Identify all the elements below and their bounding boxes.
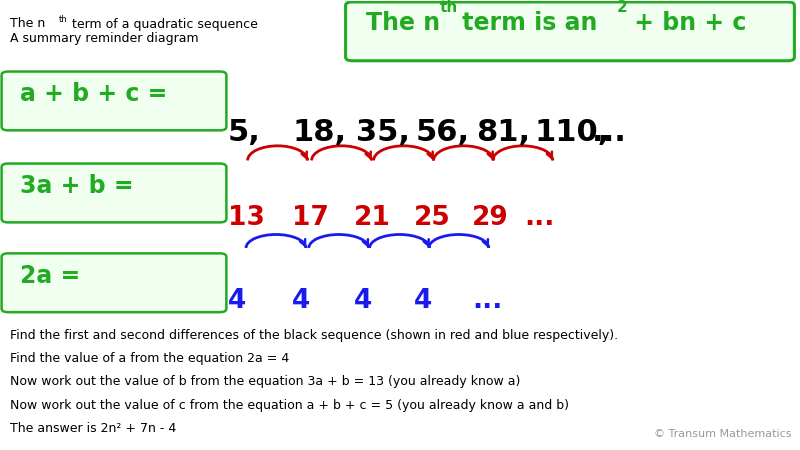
Text: Now work out the value of b from the equation 3a + b = 13 (you already know a): Now work out the value of b from the equ…	[10, 375, 520, 388]
Text: th: th	[440, 0, 458, 15]
Text: ...: ...	[472, 288, 502, 315]
FancyBboxPatch shape	[2, 72, 226, 130]
Text: Find the first and second differences of the black sequence (shown in red and bl: Find the first and second differences of…	[10, 329, 618, 342]
Text: 25: 25	[414, 205, 450, 231]
FancyBboxPatch shape	[346, 2, 794, 61]
Text: ...: ...	[524, 205, 554, 231]
Text: ...: ...	[592, 118, 627, 147]
Text: 4: 4	[228, 288, 246, 315]
Text: term of a quadratic sequence: term of a quadratic sequence	[68, 18, 258, 31]
Text: 35,: 35,	[356, 118, 410, 147]
FancyBboxPatch shape	[2, 253, 226, 312]
Text: 81,: 81,	[476, 118, 530, 147]
FancyBboxPatch shape	[2, 163, 226, 222]
Text: 17: 17	[292, 205, 329, 231]
Text: term is an: term is an	[454, 11, 598, 35]
Text: © Transum Mathematics: © Transum Mathematics	[654, 429, 792, 439]
Text: 29: 29	[472, 205, 509, 231]
Text: 5,: 5,	[228, 118, 261, 147]
Text: 2a =: 2a =	[20, 264, 80, 288]
Text: 56,: 56,	[416, 118, 470, 147]
Text: 13: 13	[228, 205, 265, 231]
Text: The n: The n	[10, 17, 45, 30]
Text: The n: The n	[366, 11, 441, 35]
Text: The answer is 2n² + 7n - 4: The answer is 2n² + 7n - 4	[10, 422, 176, 435]
Text: 18,: 18,	[292, 118, 346, 147]
Text: 4: 4	[354, 288, 372, 315]
Text: 21: 21	[354, 205, 390, 231]
Text: 2: 2	[617, 0, 627, 15]
Text: 4: 4	[292, 288, 310, 315]
Text: 4: 4	[414, 288, 432, 315]
Text: Now work out the value of c from the equation a + b + c = 5 (you already know a : Now work out the value of c from the equ…	[10, 399, 569, 412]
Text: Find the value of a from the equation 2a = 4: Find the value of a from the equation 2a…	[10, 352, 289, 365]
Text: 3a + b =: 3a + b =	[20, 174, 134, 198]
Text: a + b + c =: a + b + c =	[20, 82, 167, 106]
Text: th: th	[58, 14, 67, 23]
Text: 110,: 110,	[534, 118, 610, 147]
Text: + bn + c: + bn + c	[626, 11, 746, 35]
Text: A summary reminder diagram: A summary reminder diagram	[10, 32, 198, 45]
